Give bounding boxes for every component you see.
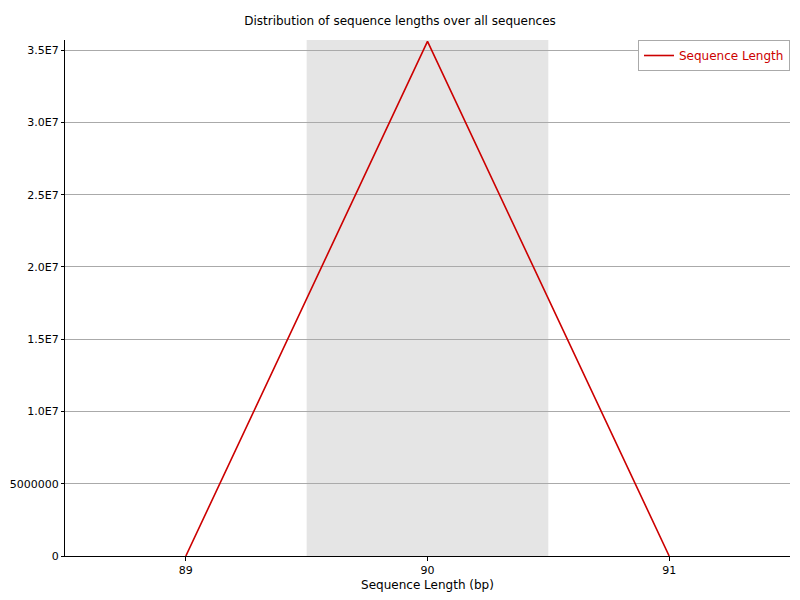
svg-text:Sequence Length (bp): Sequence Length (bp)	[361, 578, 494, 592]
svg-text:3.0E7: 3.0E7	[27, 116, 58, 129]
svg-text:Sequence Length: Sequence Length	[679, 49, 783, 63]
svg-text:3.5E7: 3.5E7	[27, 44, 58, 57]
svg-text:5000000: 5000000	[10, 478, 59, 491]
svg-text:1.0E7: 1.0E7	[27, 405, 58, 418]
svg-text:91: 91	[662, 564, 676, 577]
svg-text:Distribution of sequence lengt: Distribution of sequence lengths over al…	[244, 14, 556, 28]
svg-text:1.5E7: 1.5E7	[27, 333, 58, 346]
svg-text:89: 89	[179, 564, 193, 577]
svg-text:2.0E7: 2.0E7	[27, 261, 58, 274]
svg-text:2.5E7: 2.5E7	[27, 189, 58, 202]
svg-text:0: 0	[52, 550, 59, 563]
svg-text:90: 90	[421, 564, 435, 577]
